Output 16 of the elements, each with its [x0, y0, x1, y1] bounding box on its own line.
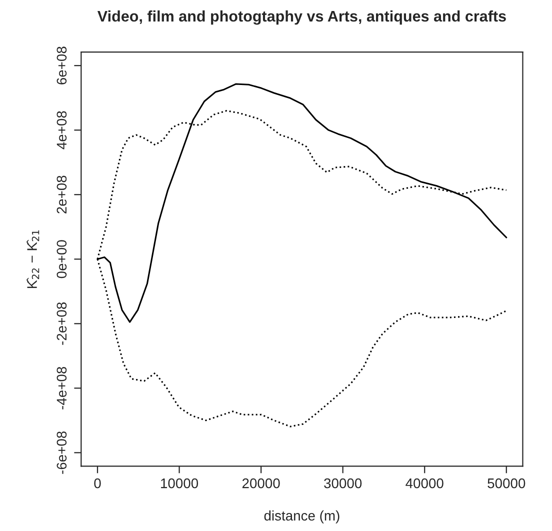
- y-tick-label: 2e+08: [56, 176, 67, 214]
- y-tick-label: 6e+08: [56, 46, 67, 84]
- x-tick-label: 50000: [488, 478, 526, 488]
- x-tick-label: 10000: [161, 478, 198, 488]
- x-tick-label: 40000: [406, 478, 444, 488]
- chart-title: Video, film and photogtaphy vs Arts, antiques and crafts: [97, 10, 506, 25]
- y-tick-label: -4e+08: [56, 366, 67, 410]
- x-tick-label: 20000: [242, 478, 280, 488]
- y-tick-label: -6e+08: [56, 431, 67, 474]
- y-tick-label: 0e+00: [56, 240, 67, 278]
- x-axis-title: distance (m): [264, 510, 340, 524]
- x-tick-label: 0: [94, 478, 101, 488]
- y-axis-title: K̂$_{22}$ − K̂$_{21}$: [26, 230, 40, 288]
- x-tick-label: 30000: [324, 478, 362, 488]
- y-tick-label: 4e+08: [56, 111, 67, 150]
- y-tick-label: -2e+08: [56, 302, 67, 345]
